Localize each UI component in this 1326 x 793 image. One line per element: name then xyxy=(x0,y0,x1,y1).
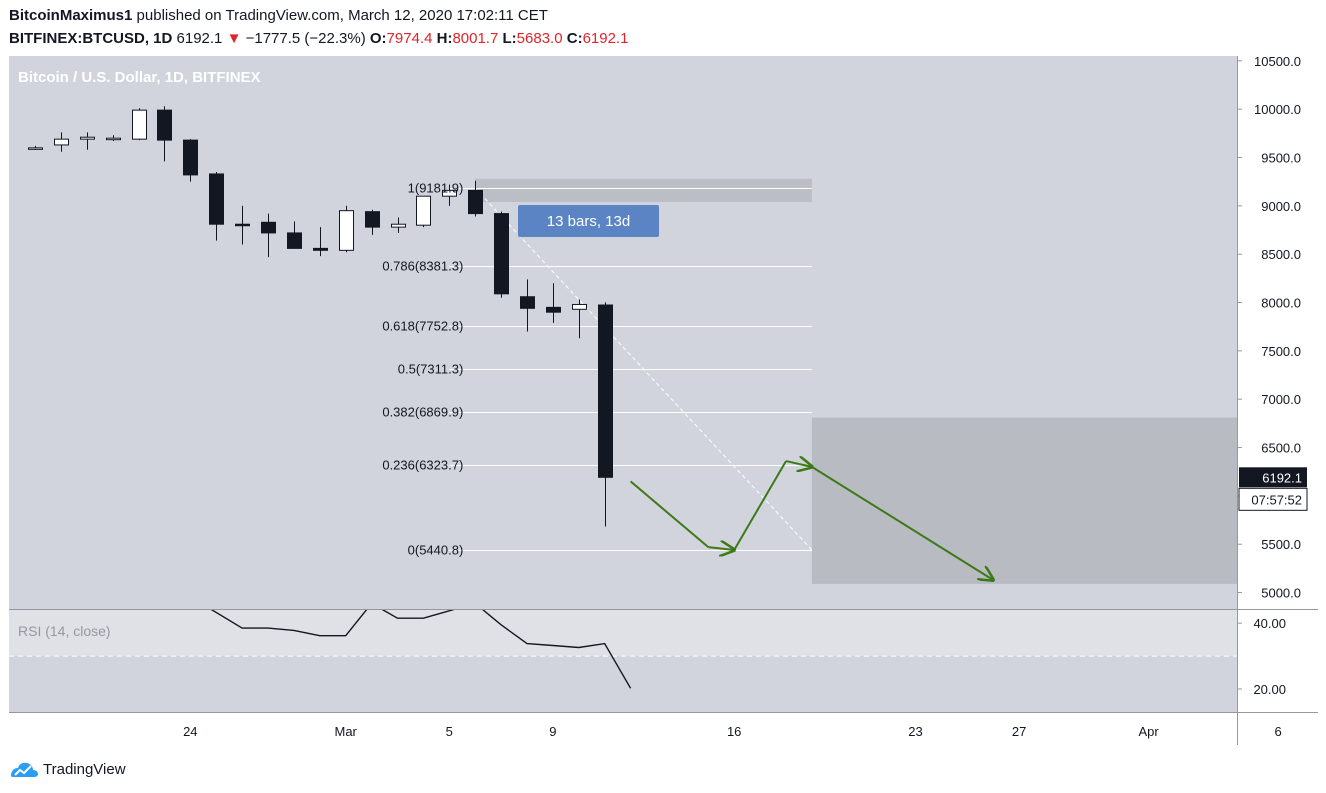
y-tick-label: 9500.0 xyxy=(1261,151,1301,166)
y-tick-label: 8000.0 xyxy=(1261,296,1301,311)
close-value: 6192.1 xyxy=(582,30,629,47)
projection-arrow xyxy=(629,480,709,548)
fib-trend-line xyxy=(474,187,813,551)
x-tick-label: Mar xyxy=(335,724,358,739)
down-arrow-icon: ▼ xyxy=(226,30,242,47)
price-layer xyxy=(28,106,1237,584)
projection-arrow xyxy=(708,547,734,550)
y-tick-label: 6500.0 xyxy=(1261,441,1301,456)
y-tick-label: 10500.0 xyxy=(1254,54,1301,69)
rsi-line xyxy=(210,610,632,689)
chart-title: Bitcoin / U.S. Dollar, 1D, BITFINEX xyxy=(18,69,261,86)
candle-body xyxy=(339,210,354,251)
open-label: O: xyxy=(369,30,387,47)
countdown-label: 07:57:52 xyxy=(1251,492,1302,507)
candle-body xyxy=(157,109,172,141)
fib-level-label: 0.618(7752.8) xyxy=(382,319,463,334)
candle-body xyxy=(391,223,406,228)
candle-body xyxy=(132,109,147,140)
tradingview-footer[interactable]: TradingView xyxy=(9,760,126,778)
x-tick-label: 27 xyxy=(1012,724,1026,739)
y-tick-label: 7500.0 xyxy=(1261,344,1301,359)
rsi-tick-label: 40.00 xyxy=(1253,616,1286,631)
candle-body xyxy=(598,304,613,478)
fib-level-label: 0.5(7311.3) xyxy=(398,362,464,377)
fib-level-label: 0(5440.8) xyxy=(408,543,464,558)
publish-info: published on TradingView.com, March 12, … xyxy=(136,7,548,24)
y-tick-label: 5000.0 xyxy=(1261,586,1301,601)
candle-body xyxy=(313,247,328,251)
publish-header: BitcoinMaximus1 published on TradingView… xyxy=(9,7,548,24)
y-tick-label: 9000.0 xyxy=(1261,199,1301,214)
countdown-box xyxy=(1238,487,1308,511)
candle-body xyxy=(235,223,250,227)
close-label: C: xyxy=(566,30,583,47)
high-value: 8001.7 xyxy=(452,30,499,47)
candle-body xyxy=(287,232,302,249)
symbol-header: BITFINEX:BTCUSD, 1D 6192.1 ▼ −1777.5 (−2… xyxy=(9,30,628,47)
x-tick-label: 6 xyxy=(1274,724,1281,739)
brand-name: TradingView xyxy=(43,760,126,778)
fib-level-label: 0.382(6869.9) xyxy=(382,405,463,420)
last-price: 6192.1 xyxy=(176,30,223,47)
rsi-band xyxy=(9,610,1237,657)
candle-body xyxy=(468,189,483,215)
projection-arrow xyxy=(733,460,787,551)
last-price-tag xyxy=(1239,467,1307,488)
candle-body xyxy=(106,137,121,141)
bars-count-box xyxy=(518,205,659,237)
x-tick-label: 5 xyxy=(446,724,453,739)
candle-body xyxy=(80,136,95,140)
open-value: 7974.4 xyxy=(386,30,433,47)
candle-body xyxy=(416,195,431,226)
projection-arrow xyxy=(811,466,993,580)
rsi-layer xyxy=(9,610,1237,689)
rsi-tick-label: 20.00 xyxy=(1253,682,1286,697)
candle-body xyxy=(572,303,587,310)
candle-body xyxy=(261,221,276,234)
candle-body xyxy=(28,147,43,150)
projection-arrow xyxy=(785,461,812,467)
target-zone xyxy=(811,417,1237,584)
resistance-zone xyxy=(475,178,812,202)
low-label: L: xyxy=(502,30,517,47)
x-tick-label: Apr xyxy=(1138,724,1159,739)
fib-level-label: 0.786(8381.3) xyxy=(382,259,463,274)
y-tick-label: 8500.0 xyxy=(1261,247,1301,262)
candle-body xyxy=(365,211,380,228)
rsi-title: RSI (14, close) xyxy=(18,623,111,639)
candle-body xyxy=(209,173,224,225)
last-price-label: 6192.1 xyxy=(1262,470,1302,485)
bars-count-label: 13 bars, 13d xyxy=(547,213,630,230)
candle-body xyxy=(520,296,535,309)
candle-body xyxy=(442,189,457,197)
x-tick-label: 23 xyxy=(908,724,922,739)
tradingview-logo-icon xyxy=(11,762,38,777)
x-tick-label: 24 xyxy=(183,724,197,739)
symbol-label: BITFINEX:BTCUSD, 1D xyxy=(9,30,173,47)
y-tick-label: 10000.0 xyxy=(1254,102,1301,117)
candle-body xyxy=(494,213,509,295)
high-label: H: xyxy=(436,30,453,47)
fib-level-label: 1(9181.9) xyxy=(408,181,464,196)
candle-body xyxy=(183,139,198,176)
fib-level-label: 0.236(6323.7) xyxy=(382,458,463,473)
x-tick-label: 9 xyxy=(549,724,556,739)
price-change: −1777.5 (−22.3%) xyxy=(245,30,366,47)
y-tick-label: 7000.0 xyxy=(1261,392,1301,407)
x-tick-label: 16 xyxy=(727,724,741,739)
y-tick-label: 5500.0 xyxy=(1261,537,1301,552)
candle-body xyxy=(54,138,69,146)
low-value: 5683.0 xyxy=(516,30,563,47)
candle-body xyxy=(546,306,561,313)
author-name[interactable]: BitcoinMaximus1 xyxy=(9,7,133,24)
